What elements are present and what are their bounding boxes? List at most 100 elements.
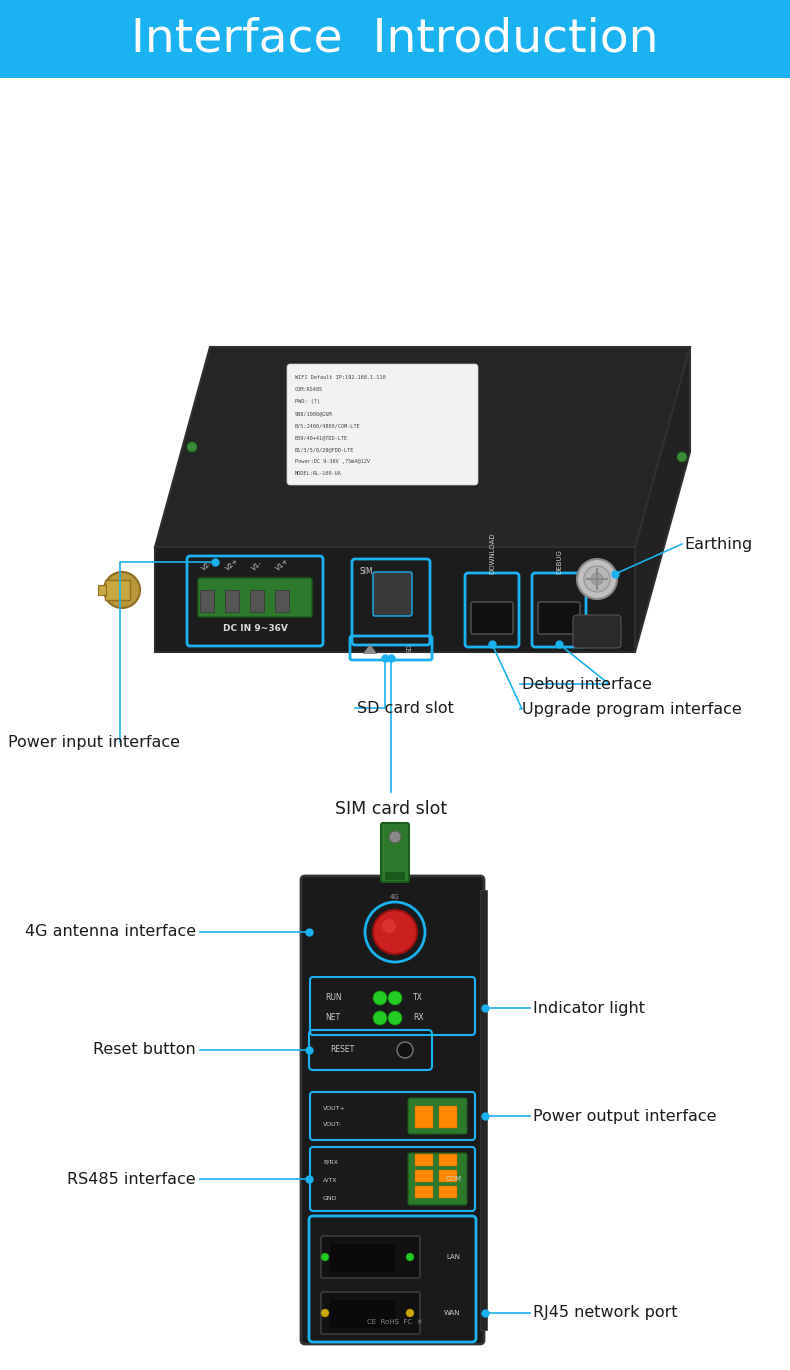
Text: CE  RoHS  FC  ✕: CE RoHS FC ✕ (367, 1319, 423, 1325)
FancyBboxPatch shape (321, 1292, 420, 1334)
Bar (330, 1300, 395, 1328)
Circle shape (321, 1254, 329, 1260)
Text: COM: COM (446, 1175, 462, 1182)
Text: Indicator light: Indicator light (533, 1000, 645, 1015)
Bar (480, 890, 487, 1330)
Text: WAN: WAN (443, 1310, 460, 1317)
Bar (0, 0, 790, 78)
Bar (439, 1170, 457, 1182)
Bar (415, 1154, 433, 1166)
Text: Power input interface: Power input interface (8, 734, 180, 749)
Text: B/S:2400/4800/COM-LTE: B/S:2400/4800/COM-LTE (295, 423, 360, 427)
FancyBboxPatch shape (198, 578, 312, 616)
Circle shape (382, 919, 396, 933)
Text: COM:RS485: COM:RS485 (295, 386, 323, 392)
FancyBboxPatch shape (287, 364, 478, 485)
Circle shape (397, 1043, 413, 1058)
Text: Debug interface: Debug interface (522, 677, 652, 692)
Circle shape (365, 901, 425, 962)
Circle shape (584, 566, 610, 592)
Text: LAN: LAN (446, 1254, 460, 1260)
Text: PWD: (7): PWD: (7) (295, 399, 320, 404)
Bar (439, 1154, 457, 1166)
Text: V1+: V1+ (274, 558, 290, 573)
Text: Power output interface: Power output interface (533, 1108, 717, 1123)
Text: Upgrade program interface: Upgrade program interface (522, 701, 742, 717)
Circle shape (104, 573, 140, 608)
Circle shape (389, 832, 401, 843)
FancyBboxPatch shape (538, 601, 580, 634)
Text: NET: NET (325, 1014, 340, 1022)
Text: DEBUG: DEBUG (556, 549, 562, 574)
Bar (200, 590, 214, 612)
Circle shape (373, 991, 387, 1006)
Text: Reset button: Reset button (93, 1043, 196, 1058)
Bar (250, 590, 264, 612)
Bar (415, 1186, 433, 1197)
Text: Interface  Introduction: Interface Introduction (131, 16, 659, 62)
Circle shape (406, 1254, 414, 1260)
Text: SD card slot: SD card slot (357, 700, 454, 715)
Circle shape (187, 443, 197, 452)
Text: TX: TX (413, 993, 423, 1003)
Bar (155, 547, 635, 652)
Text: RJ45 network port: RJ45 network port (533, 1306, 678, 1321)
Bar (415, 1170, 433, 1182)
Text: 4G antenna interface: 4G antenna interface (24, 925, 196, 940)
Text: B1/3/5/8/28@FDD-LTE: B1/3/5/8/28@FDD-LTE (295, 447, 355, 452)
Text: DC IN 9~36V: DC IN 9~36V (223, 623, 288, 633)
Circle shape (373, 1011, 387, 1025)
Text: DOWNLOAD: DOWNLOAD (489, 533, 495, 574)
Text: SIM card slot: SIM card slot (335, 800, 447, 818)
Bar (225, 590, 239, 612)
Text: 4G: 4G (390, 895, 400, 900)
Bar (385, 871, 405, 880)
Bar (105, 580, 130, 600)
Circle shape (388, 1011, 402, 1025)
Text: MODEL:RL-100-UA: MODEL:RL-100-UA (295, 471, 342, 475)
Text: V2-: V2- (201, 560, 213, 573)
FancyBboxPatch shape (321, 1236, 420, 1278)
Text: SIM: SIM (359, 567, 373, 575)
Text: V1-: V1- (250, 560, 263, 573)
FancyBboxPatch shape (408, 1154, 467, 1206)
Text: Earthing: Earthing (684, 537, 752, 552)
Polygon shape (363, 644, 377, 653)
FancyBboxPatch shape (573, 615, 621, 648)
Bar (330, 1244, 395, 1271)
Text: RUN: RUN (325, 993, 341, 1003)
Circle shape (591, 573, 603, 585)
FancyBboxPatch shape (373, 573, 412, 616)
Circle shape (388, 991, 402, 1006)
Text: 988/1000@GSM: 988/1000@GSM (295, 411, 333, 416)
Circle shape (373, 910, 417, 954)
Text: Power:DC 9-36V ,75mA@12V: Power:DC 9-36V ,75mA@12V (295, 459, 370, 464)
Circle shape (406, 1308, 414, 1317)
FancyBboxPatch shape (471, 601, 513, 634)
Text: SD: SD (407, 643, 413, 653)
FancyBboxPatch shape (408, 1097, 467, 1134)
Text: V2+: V2+ (224, 558, 239, 573)
Bar (439, 1106, 457, 1128)
Bar (439, 1186, 457, 1197)
Text: GND: GND (323, 1196, 337, 1200)
Text: VOUT+: VOUT+ (323, 1107, 346, 1111)
Text: RX: RX (413, 1014, 423, 1022)
Bar (98, 585, 106, 595)
Text: A/TX: A/TX (323, 1177, 337, 1182)
Bar (275, 590, 289, 612)
Polygon shape (635, 347, 690, 652)
Text: RS485 interface: RS485 interface (67, 1171, 196, 1186)
Circle shape (677, 452, 687, 462)
Text: B39/40+41@TDD-LTE: B39/40+41@TDD-LTE (295, 436, 348, 440)
Text: B/RX: B/RX (323, 1159, 338, 1164)
Circle shape (321, 1308, 329, 1317)
Circle shape (577, 559, 617, 599)
Bar (415, 1106, 433, 1128)
Text: RESET: RESET (330, 1045, 354, 1055)
Text: WIFI Default IP:192.168.1.110: WIFI Default IP:192.168.1.110 (295, 375, 386, 379)
FancyBboxPatch shape (381, 823, 409, 882)
Polygon shape (155, 347, 690, 547)
FancyBboxPatch shape (301, 875, 484, 1344)
Text: VOUT-: VOUT- (323, 1122, 342, 1128)
